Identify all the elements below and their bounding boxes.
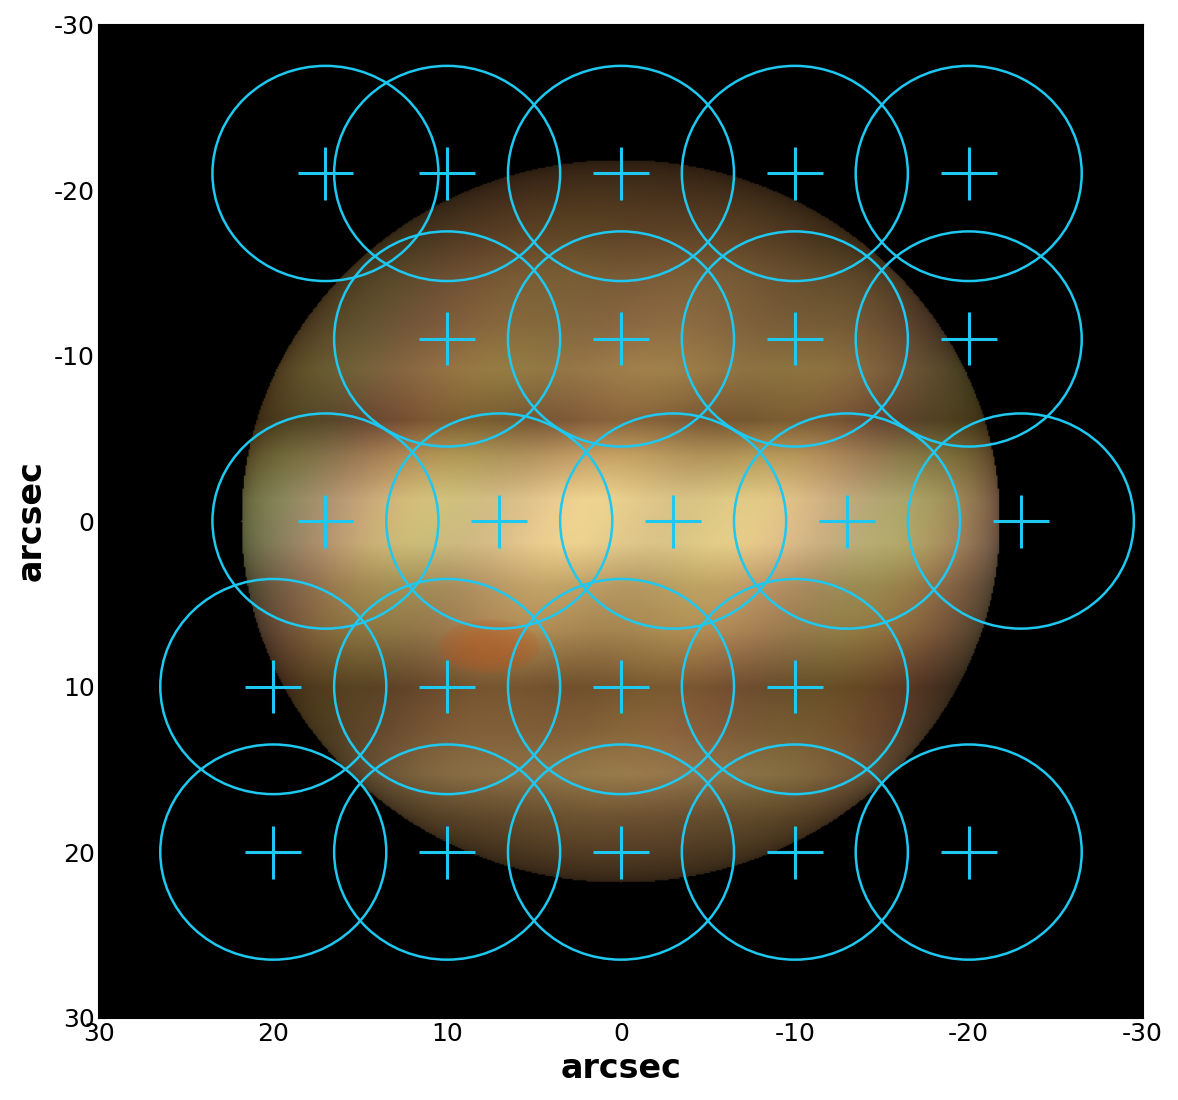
Y-axis label: arcsec: arcsec	[15, 461, 48, 582]
X-axis label: arcsec: arcsec	[561, 1052, 681, 1085]
